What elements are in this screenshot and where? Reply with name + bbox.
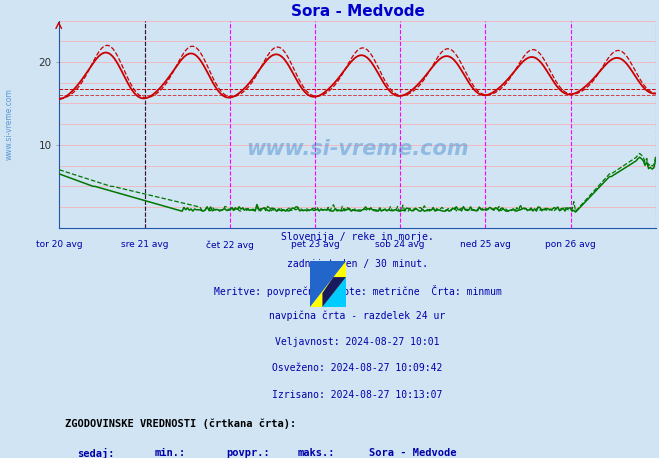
- Polygon shape: [310, 261, 346, 307]
- Text: sedaj:: sedaj:: [77, 448, 115, 458]
- Text: tor 20 avg: tor 20 avg: [36, 240, 82, 249]
- Polygon shape: [310, 261, 346, 307]
- Text: Meritve: povprečne  Enote: metrične  Črta: minmum: Meritve: povprečne Enote: metrične Črta:…: [214, 285, 501, 297]
- Text: min.:: min.:: [155, 448, 186, 458]
- Text: sre 21 avg: sre 21 avg: [121, 240, 168, 249]
- Text: sob 24 avg: sob 24 avg: [376, 240, 425, 249]
- Text: ZGODOVINSKE VREDNOSTI (črtkana črta):: ZGODOVINSKE VREDNOSTI (črtkana črta):: [65, 418, 297, 429]
- Text: ned 25 avg: ned 25 avg: [460, 240, 511, 249]
- Text: povpr.:: povpr.:: [226, 448, 270, 458]
- Text: Osveženo: 2024-08-27 10:09:42: Osveženo: 2024-08-27 10:09:42: [272, 363, 443, 373]
- Text: Izrisano: 2024-08-27 10:13:07: Izrisano: 2024-08-27 10:13:07: [272, 390, 443, 400]
- Text: www.si-vreme.com: www.si-vreme.com: [5, 88, 14, 159]
- Polygon shape: [322, 277, 346, 307]
- Text: www.si-vreme.com: www.si-vreme.com: [246, 139, 469, 159]
- Text: pon 26 avg: pon 26 avg: [545, 240, 596, 249]
- Title: Sora - Medvode: Sora - Medvode: [291, 5, 424, 19]
- Text: čet 22 avg: čet 22 avg: [206, 240, 254, 250]
- Text: Sora - Medvode: Sora - Medvode: [370, 448, 457, 458]
- Text: pet 23 avg: pet 23 avg: [291, 240, 339, 249]
- Text: navpična črta - razdelek 24 ur: navpična črta - razdelek 24 ur: [270, 311, 445, 322]
- Text: Veljavnost: 2024-08-27 10:01: Veljavnost: 2024-08-27 10:01: [275, 337, 440, 347]
- Text: zadnji teden / 30 minut.: zadnji teden / 30 minut.: [287, 259, 428, 268]
- Text: maks.:: maks.:: [298, 448, 335, 458]
- Polygon shape: [322, 277, 346, 307]
- Text: Slovenija / reke in morje.: Slovenija / reke in morje.: [281, 232, 434, 242]
